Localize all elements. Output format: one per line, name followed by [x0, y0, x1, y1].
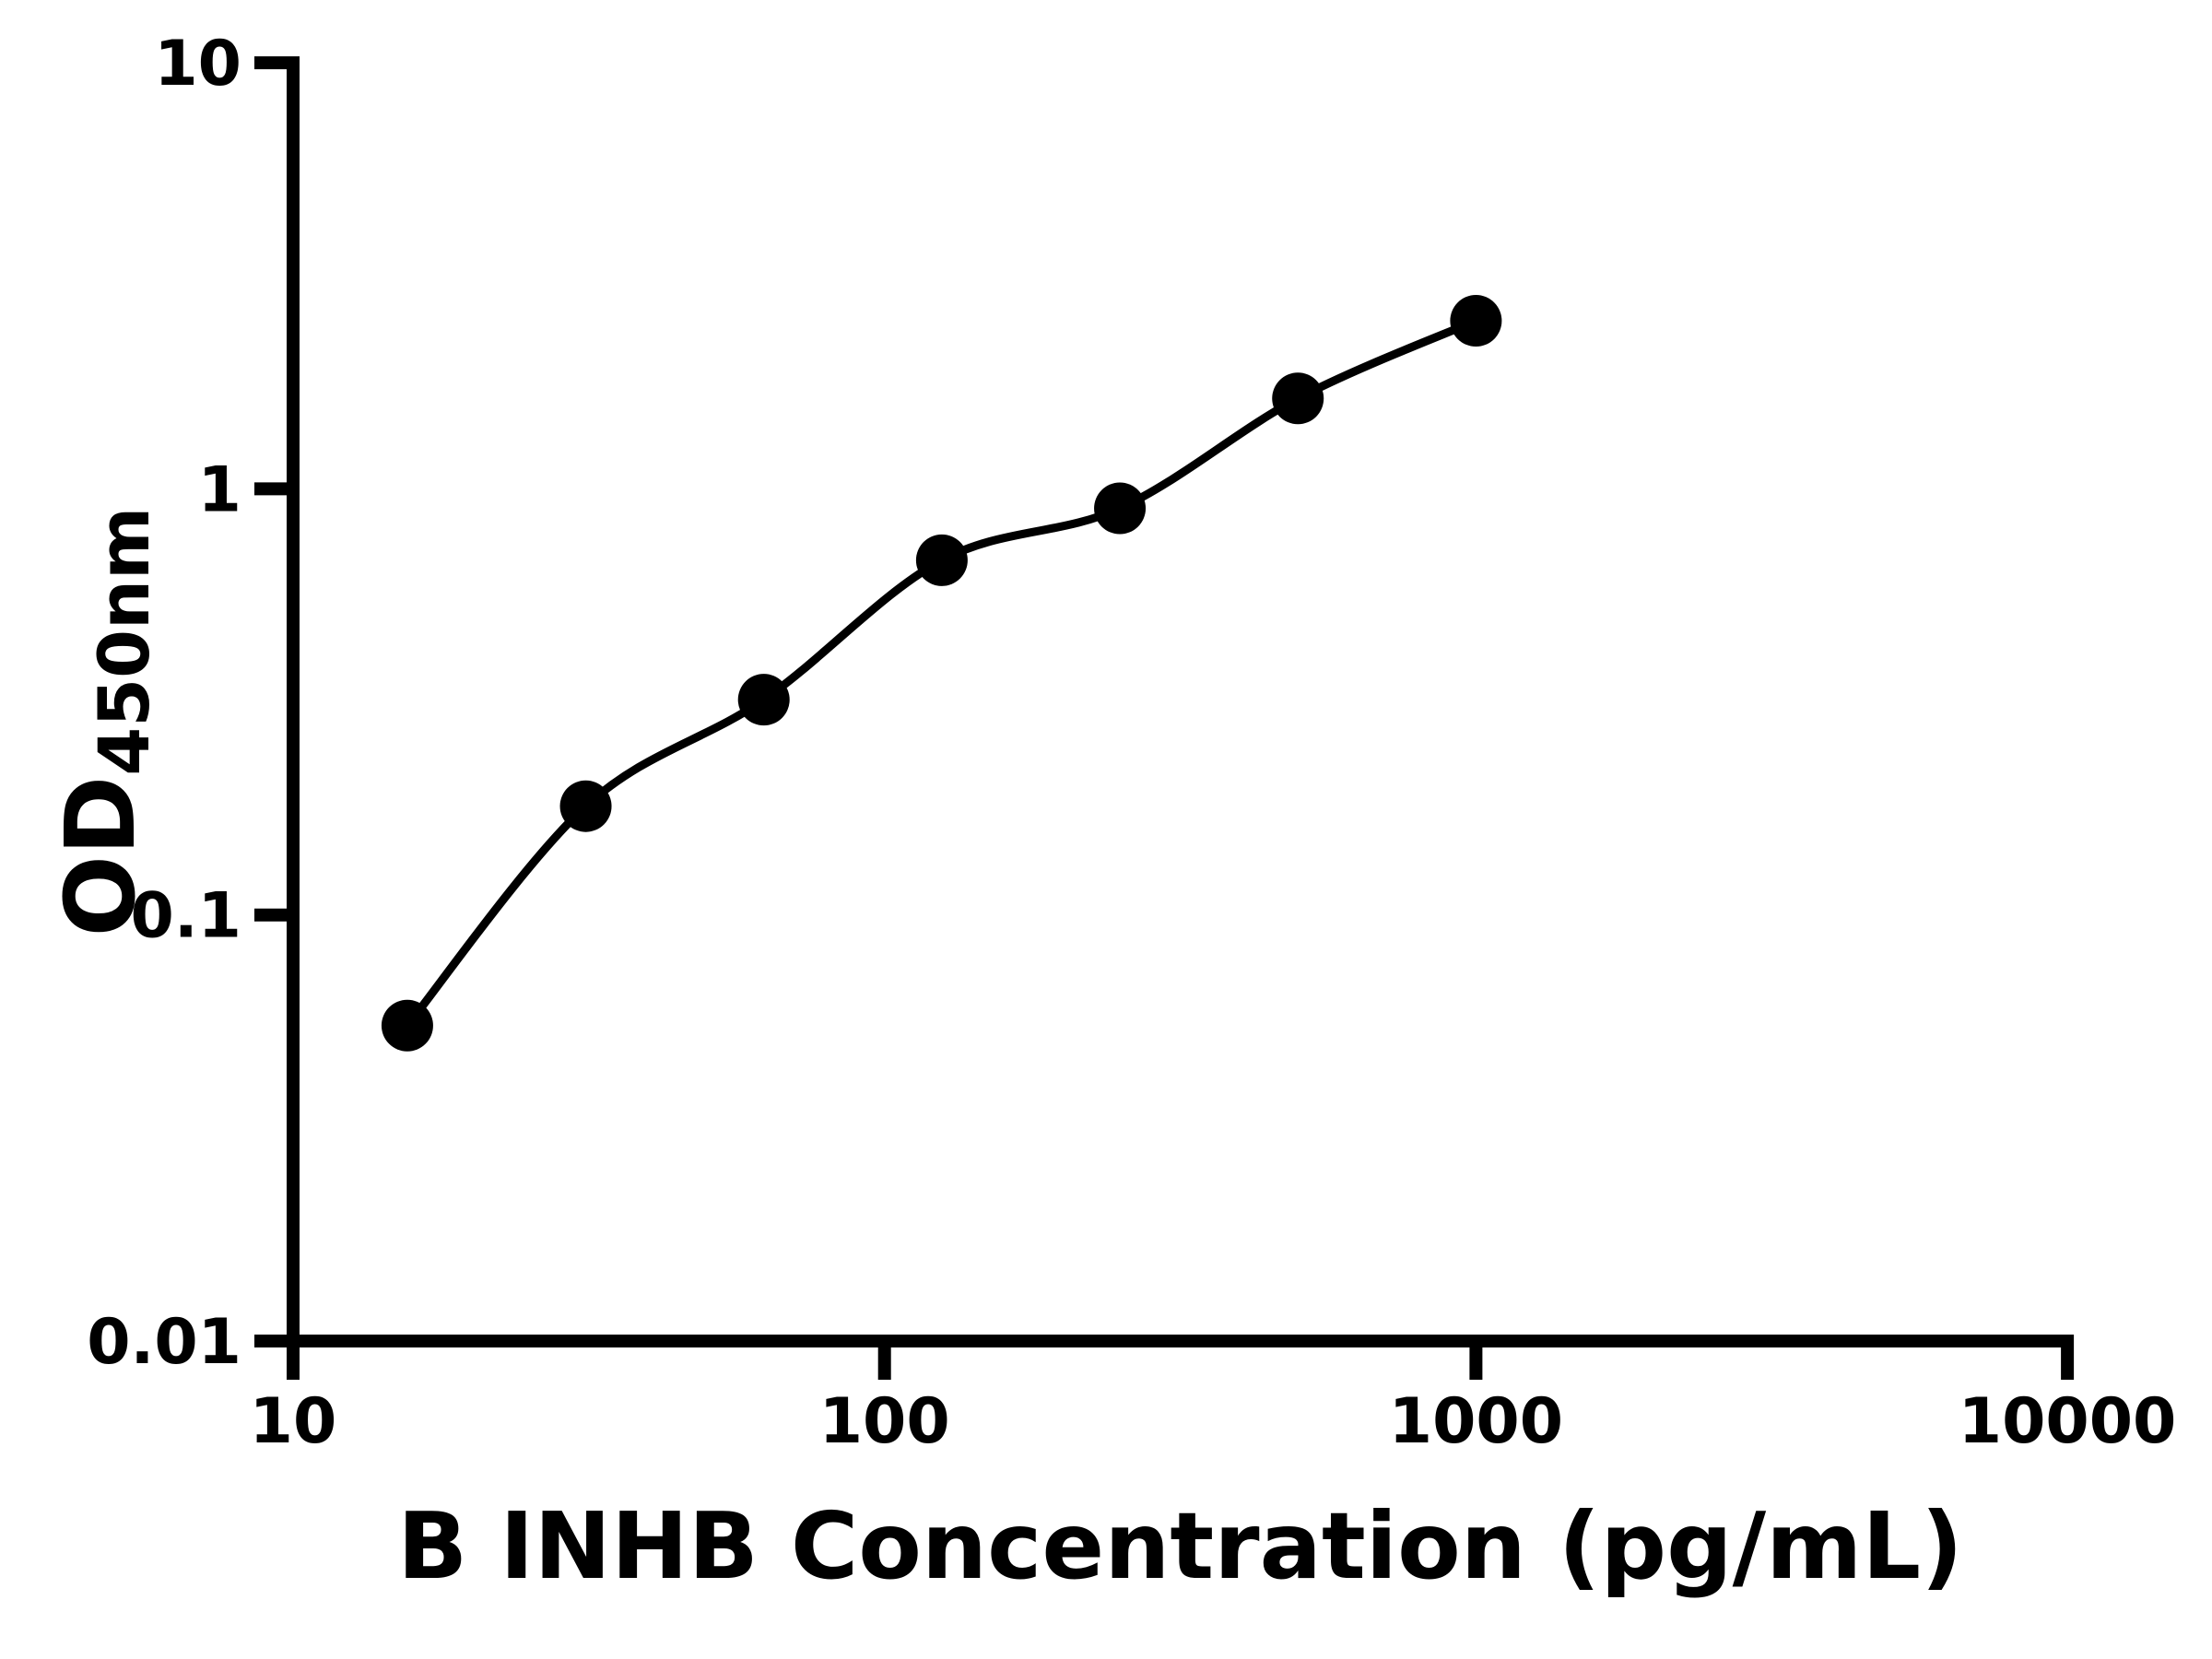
- x-tick-label: 10: [250, 1385, 337, 1458]
- x-tick-label: 1000: [1389, 1385, 1563, 1458]
- y-tick-label: 0.1: [131, 880, 241, 953]
- y-axis-title-subscript: 450nm: [83, 506, 165, 776]
- data-point: [559, 780, 612, 832]
- x-axis-title: B INHB Concentration (pg/mL): [397, 1492, 1963, 1600]
- data-point: [737, 674, 790, 726]
- data-point: [1094, 482, 1147, 535]
- data-point: [915, 534, 968, 586]
- data-point: [1272, 372, 1324, 425]
- x-tick-label: 10000: [1959, 1385, 2177, 1458]
- x-tick-label: 100: [819, 1385, 950, 1458]
- y-axis-title-main: OD: [44, 775, 157, 937]
- y-tick-label: 1: [198, 453, 241, 526]
- fit-curve: [404, 316, 1478, 1029]
- y-tick-label: 0.01: [87, 1306, 241, 1379]
- data-point: [1450, 295, 1502, 347]
- y-tick-label: 10: [154, 28, 241, 100]
- y-axis-title: OD450nm: [44, 507, 165, 937]
- data-point: [381, 999, 433, 1052]
